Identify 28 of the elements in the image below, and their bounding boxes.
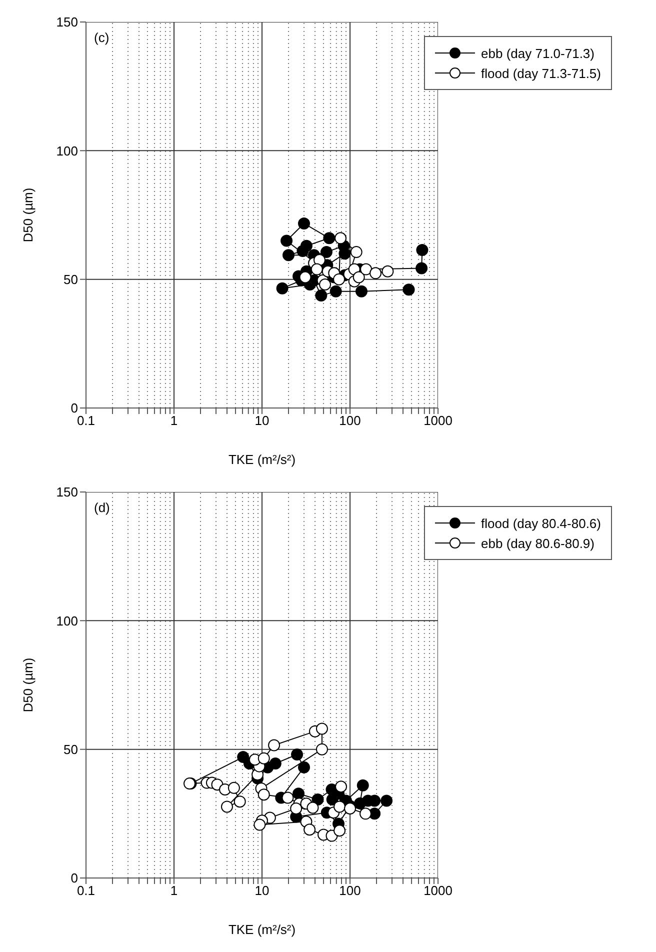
x-tick-label: 100 bbox=[339, 883, 361, 898]
x-tick-label: 100 bbox=[339, 413, 361, 428]
x-tick-label: 0.1 bbox=[76, 413, 96, 428]
x-tick-label: 1000 bbox=[424, 413, 452, 428]
annotation: (d) bbox=[94, 500, 110, 515]
x-tick-label: 1000 bbox=[424, 883, 452, 898]
y-tick-label: 50 bbox=[64, 742, 78, 757]
x-tick-label: 1 bbox=[170, 883, 178, 898]
x-tick-label: 10 bbox=[254, 413, 270, 428]
legend-label: ebb (day 80.6-80.9) bbox=[481, 536, 594, 550]
legend-label: flood (day 80.4-80.6) bbox=[481, 516, 601, 530]
legend-label: ebb (day 71.0-71.3) bbox=[481, 46, 594, 60]
y-tick-label: 150 bbox=[56, 14, 78, 30]
annotation: (c) bbox=[94, 30, 110, 45]
y-tick-label: 50 bbox=[64, 272, 78, 287]
x-axis-title: TKE (m²/s²) bbox=[228, 922, 296, 937]
legend-label: flood (day 71.3-71.5) bbox=[481, 66, 601, 80]
x-tick-label: 1 bbox=[170, 413, 178, 428]
y-tick-label: 150 bbox=[56, 484, 78, 500]
y-tick-label: 0 bbox=[70, 400, 78, 416]
y-tick-label: 0 bbox=[70, 870, 78, 886]
x-tick-label: 0.1 bbox=[76, 883, 96, 898]
y-axis-title: D50 (µm) bbox=[20, 188, 36, 242]
y-tick-label: 100 bbox=[56, 143, 78, 158]
x-axis-title: TKE (m²/s²) bbox=[228, 452, 296, 467]
y-tick-label: 100 bbox=[56, 613, 78, 628]
x-tick-label: 10 bbox=[254, 883, 270, 898]
y-axis-title: D50 (µm) bbox=[20, 658, 36, 712]
